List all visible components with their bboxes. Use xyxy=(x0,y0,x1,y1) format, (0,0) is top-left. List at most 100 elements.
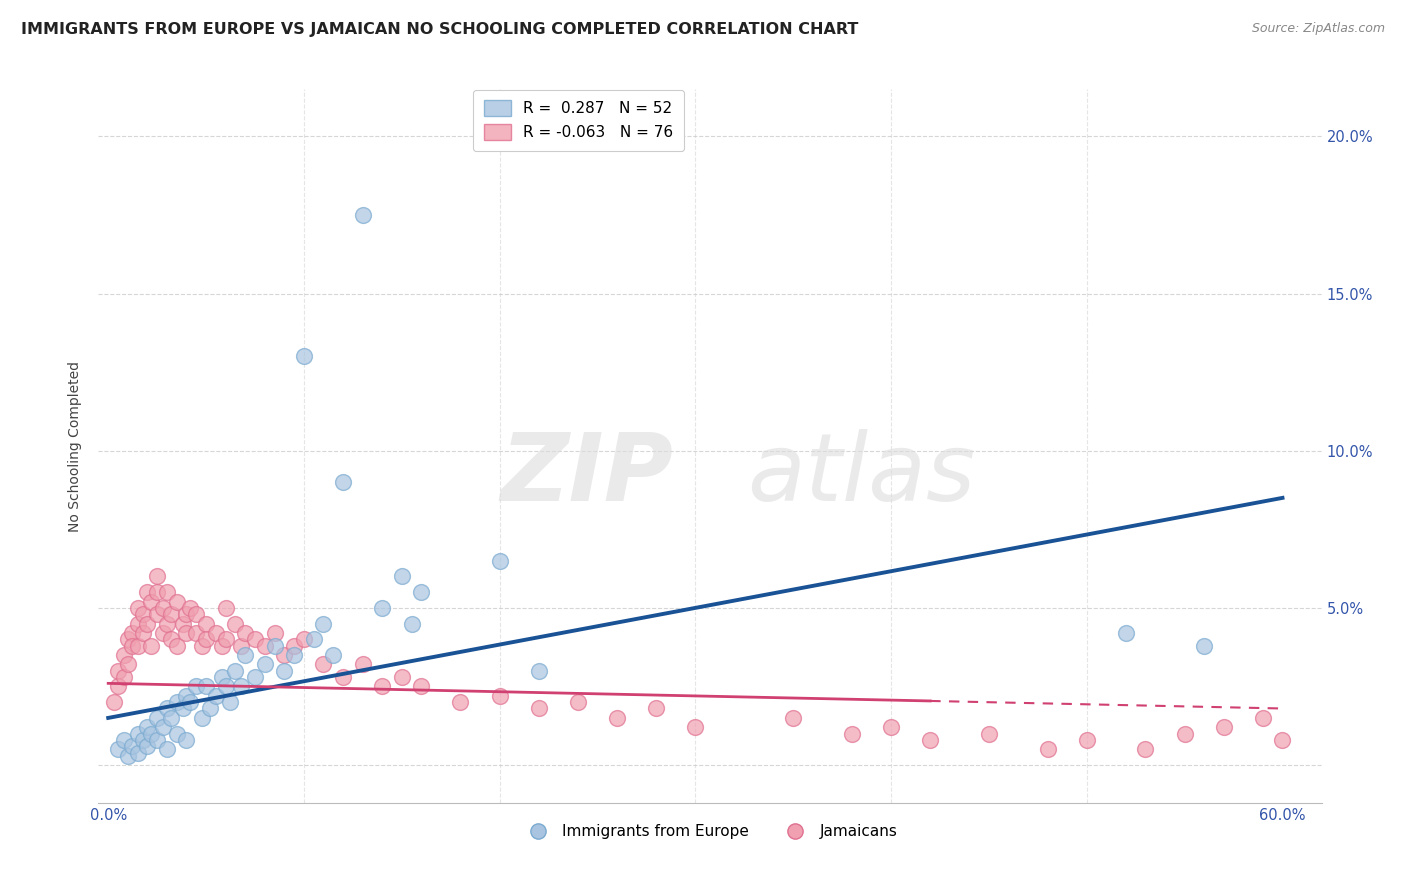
Point xyxy=(198,701,221,715)
Point xyxy=(191,639,214,653)
Point xyxy=(121,739,143,754)
Point xyxy=(273,664,295,678)
Point xyxy=(191,711,214,725)
Point xyxy=(606,711,628,725)
Point xyxy=(117,657,139,672)
Point xyxy=(880,720,903,734)
Point xyxy=(136,739,159,754)
Point xyxy=(211,670,233,684)
Point xyxy=(127,746,149,760)
Text: ZIP: ZIP xyxy=(501,428,673,521)
Point xyxy=(146,733,169,747)
Point xyxy=(243,670,266,684)
Point xyxy=(352,208,374,222)
Point xyxy=(172,616,194,631)
Point xyxy=(195,632,218,647)
Point xyxy=(136,720,159,734)
Point xyxy=(179,600,201,615)
Point xyxy=(146,585,169,599)
Point xyxy=(273,648,295,662)
Point xyxy=(156,616,179,631)
Point xyxy=(1174,726,1197,740)
Point xyxy=(224,664,246,678)
Point xyxy=(218,695,240,709)
Point xyxy=(1212,720,1234,734)
Point xyxy=(127,639,149,653)
Point xyxy=(233,626,256,640)
Point xyxy=(156,742,179,756)
Point xyxy=(312,657,335,672)
Point xyxy=(186,607,208,622)
Point xyxy=(146,569,169,583)
Point xyxy=(146,607,169,622)
Point xyxy=(1115,626,1137,640)
Point xyxy=(112,670,135,684)
Point xyxy=(152,626,174,640)
Text: atlas: atlas xyxy=(747,429,974,520)
Point xyxy=(186,626,208,640)
Point xyxy=(292,350,315,364)
Point xyxy=(332,475,354,490)
Text: Source: ZipAtlas.com: Source: ZipAtlas.com xyxy=(1251,22,1385,36)
Point xyxy=(127,600,149,615)
Point xyxy=(214,680,236,694)
Point xyxy=(645,701,668,715)
Point xyxy=(214,600,236,615)
Point xyxy=(141,726,163,740)
Point xyxy=(322,648,344,662)
Point xyxy=(132,733,155,747)
Point xyxy=(132,626,155,640)
Point xyxy=(332,670,354,684)
Point xyxy=(179,695,201,709)
Point xyxy=(211,639,233,653)
Point xyxy=(391,670,413,684)
Point xyxy=(685,720,707,734)
Point xyxy=(1135,742,1157,756)
Point xyxy=(132,607,155,622)
Text: IMMIGRANTS FROM EUROPE VS JAMAICAN NO SCHOOLING COMPLETED CORRELATION CHART: IMMIGRANTS FROM EUROPE VS JAMAICAN NO SC… xyxy=(21,22,859,37)
Point xyxy=(312,616,335,631)
Point xyxy=(283,648,305,662)
Point xyxy=(112,733,135,747)
Point xyxy=(156,585,179,599)
Point xyxy=(371,680,394,694)
Point xyxy=(152,600,174,615)
Point xyxy=(117,748,139,763)
Point xyxy=(107,742,129,756)
Point xyxy=(103,695,125,709)
Point xyxy=(450,695,472,709)
Point xyxy=(1192,639,1215,653)
Point xyxy=(411,680,433,694)
Point xyxy=(231,639,253,653)
Point xyxy=(782,711,804,725)
Point xyxy=(1251,711,1274,725)
Point xyxy=(1271,733,1294,747)
Point xyxy=(263,626,285,640)
Point xyxy=(411,585,433,599)
Point xyxy=(302,632,325,647)
Legend: Immigrants from Europe, Jamaicans: Immigrants from Europe, Jamaicans xyxy=(516,818,904,845)
Point xyxy=(127,726,149,740)
Point xyxy=(224,616,246,631)
Point xyxy=(176,733,198,747)
Point xyxy=(166,594,188,608)
Point xyxy=(121,626,143,640)
Point xyxy=(231,680,253,694)
Point xyxy=(117,632,139,647)
Point xyxy=(152,720,174,734)
Point xyxy=(205,689,228,703)
Point xyxy=(1076,733,1098,747)
Point xyxy=(127,616,149,631)
Point xyxy=(214,632,236,647)
Point xyxy=(391,569,413,583)
Point xyxy=(253,639,276,653)
Point xyxy=(527,664,550,678)
Point xyxy=(160,632,183,647)
Point xyxy=(136,585,159,599)
Point xyxy=(141,639,163,653)
Point xyxy=(166,639,188,653)
Point xyxy=(1036,742,1059,756)
Point xyxy=(172,701,194,715)
Point xyxy=(841,726,863,740)
Point xyxy=(283,639,305,653)
